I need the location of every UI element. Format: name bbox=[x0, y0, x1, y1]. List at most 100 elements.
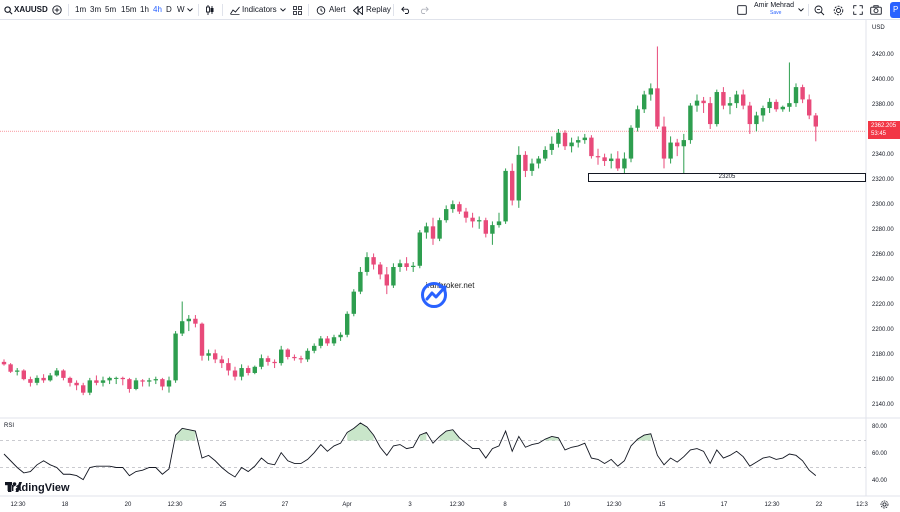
time-label: 12:30 bbox=[606, 502, 622, 508]
price-label: 2280.00 bbox=[872, 227, 894, 233]
rsi-overbought-fill bbox=[419, 432, 427, 441]
interval-4h[interactable]: 4h bbox=[153, 5, 162, 14]
bullish-candle bbox=[694, 100, 700, 106]
bullish-candle bbox=[48, 375, 53, 381]
bearish-candle bbox=[747, 105, 752, 125]
replay-button[interactable]: Replay bbox=[366, 5, 391, 14]
interval-1m[interactable]: 1m bbox=[75, 5, 87, 14]
bullish-candle bbox=[536, 158, 541, 164]
user-name[interactable]: Amir Mehrad bbox=[754, 2, 795, 9]
bullish-candle bbox=[364, 257, 370, 272]
bearish-candle bbox=[1, 361, 7, 365]
candle-style-icon[interactable] bbox=[204, 0, 216, 20]
bullish-candle bbox=[331, 337, 337, 344]
rsi-overbought-fill bbox=[637, 433, 651, 441]
indicators-button[interactable]: Indicators bbox=[242, 5, 277, 14]
bearish-candle bbox=[213, 353, 218, 360]
undo-icon[interactable] bbox=[400, 0, 411, 20]
quick-search-icon[interactable] bbox=[813, 0, 826, 20]
tradingview-logo-text: TradingView bbox=[5, 482, 70, 494]
tradingview-logo[interactable]: TradingView bbox=[5, 482, 70, 494]
bearish-candle bbox=[272, 361, 277, 364]
save-status[interactable]: Save bbox=[770, 10, 782, 16]
layouts-grid-icon[interactable] bbox=[292, 0, 303, 20]
bullish-candle bbox=[107, 377, 112, 381]
bearish-candle bbox=[615, 158, 620, 169]
watermark-text: iranbroker.net bbox=[425, 281, 475, 290]
horizontal-line-label[interactable]: 23205 bbox=[588, 173, 866, 182]
bullish-candle bbox=[34, 377, 40, 383]
bearish-candle bbox=[589, 137, 594, 157]
bearish-candle bbox=[120, 377, 125, 380]
bullish-candle bbox=[153, 379, 158, 381]
interval-5m[interactable]: 5m bbox=[105, 5, 117, 14]
bullish-candle bbox=[437, 220, 442, 239]
currency-label[interactable]: USD bbox=[872, 25, 885, 31]
replay-icon[interactable] bbox=[352, 0, 363, 20]
bearish-candle bbox=[232, 370, 238, 377]
publish-button[interactable]: P bbox=[890, 2, 900, 18]
rsi-scale-label: 60.00 bbox=[872, 451, 888, 457]
time-label: 12:3 bbox=[856, 502, 868, 508]
indicators-icon[interactable] bbox=[229, 0, 240, 20]
bullish-candle bbox=[411, 265, 416, 267]
bullish-candle bbox=[424, 226, 429, 233]
rsi-overbought-fill bbox=[347, 422, 374, 441]
bullish-candle bbox=[642, 94, 647, 110]
indicators-dropdown-icon[interactable] bbox=[279, 0, 287, 20]
bearish-candle bbox=[292, 356, 297, 359]
time-label: 12:30 bbox=[167, 502, 183, 508]
bullish-candle bbox=[734, 94, 739, 104]
price-label: 2180.00 bbox=[872, 352, 894, 358]
bearish-candle bbox=[378, 264, 383, 275]
price-label: 2260.00 bbox=[872, 252, 894, 258]
time-label: 22 bbox=[815, 502, 823, 508]
camera-icon[interactable] bbox=[869, 0, 883, 20]
bearish-candle bbox=[813, 115, 818, 127]
bullish-candle bbox=[279, 349, 284, 364]
bullish-candle bbox=[569, 142, 574, 147]
interval-dropdown-icon[interactable] bbox=[186, 0, 194, 20]
price-label: 2220.00 bbox=[872, 302, 894, 308]
bearish-candle bbox=[708, 103, 713, 125]
bullish-candle bbox=[444, 209, 449, 221]
bearish-candle bbox=[81, 385, 86, 393]
chart-canvas[interactable] bbox=[0, 20, 900, 512]
alert-clock-icon[interactable] bbox=[315, 0, 326, 20]
bullish-candle bbox=[714, 92, 719, 125]
settings-gear-icon[interactable] bbox=[832, 0, 845, 20]
alert-button[interactable]: Alert bbox=[329, 5, 346, 14]
layout-dropdown-icon[interactable] bbox=[797, 0, 805, 20]
bearish-candle bbox=[774, 101, 779, 110]
interval-d[interactable]: D bbox=[166, 5, 172, 14]
layout-square-icon[interactable] bbox=[736, 0, 748, 20]
bullish-candle bbox=[338, 334, 343, 338]
chart-area[interactable]: USD 2420.002400.002380.002360.002340.002… bbox=[0, 20, 900, 512]
bearish-candle bbox=[127, 379, 132, 389]
bullish-candle bbox=[417, 232, 422, 266]
bearish-candle bbox=[675, 142, 680, 147]
bullish-candle bbox=[450, 204, 455, 210]
rsi-title[interactable]: RSI bbox=[4, 423, 15, 429]
time-label: 12:30 bbox=[764, 502, 780, 508]
interval-15m[interactable]: 15m bbox=[121, 5, 137, 14]
bullish-candle bbox=[576, 140, 581, 143]
interval-w[interactable]: W bbox=[177, 5, 185, 14]
add-symbol-icon[interactable] bbox=[51, 0, 63, 20]
search-icon[interactable] bbox=[3, 0, 13, 20]
fullscreen-icon[interactable] bbox=[851, 0, 864, 20]
bearish-candle bbox=[523, 154, 528, 171]
symbol-name[interactable]: XAUUSD bbox=[14, 5, 48, 14]
rsi-scale-label: 40.00 bbox=[872, 478, 888, 484]
bullish-candle bbox=[549, 143, 554, 150]
bullish-candle bbox=[727, 103, 733, 106]
interval-3m[interactable]: 3m bbox=[90, 5, 102, 14]
bullish-candle bbox=[147, 380, 152, 382]
bearish-candle bbox=[94, 380, 99, 383]
redo-icon[interactable] bbox=[418, 0, 429, 20]
bearish-candle bbox=[74, 382, 79, 386]
bullish-candle bbox=[754, 115, 759, 125]
time-label: 12:30 bbox=[449, 502, 465, 508]
bullish-candle bbox=[767, 101, 772, 109]
interval-1h[interactable]: 1h bbox=[140, 5, 149, 14]
